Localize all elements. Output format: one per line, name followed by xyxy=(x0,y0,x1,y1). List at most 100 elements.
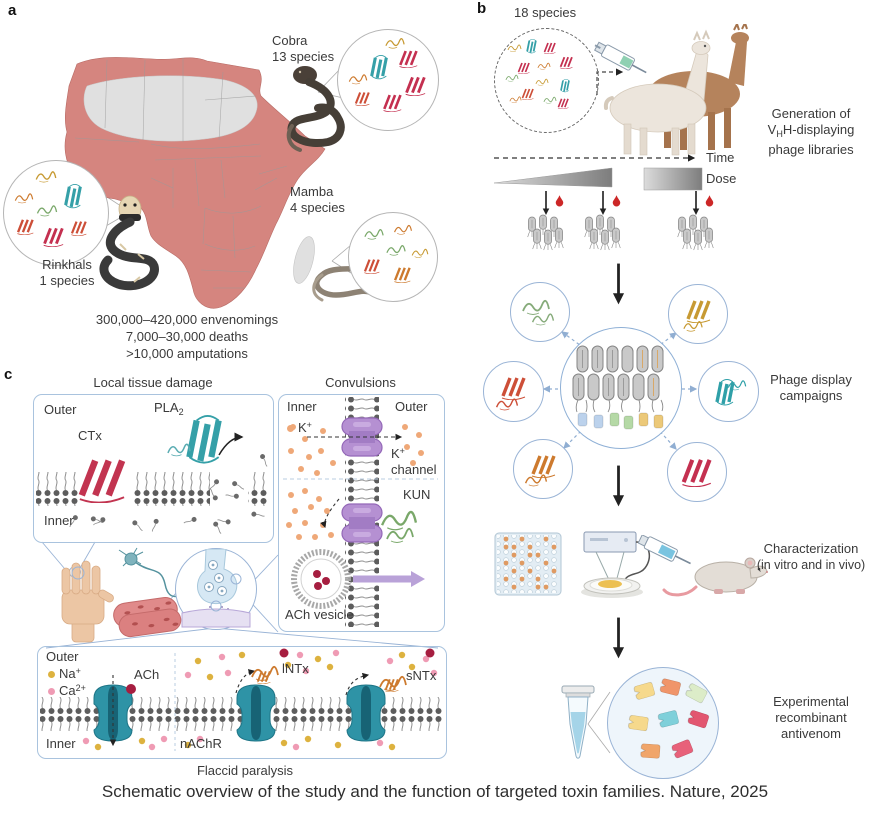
panel-b-label: b xyxy=(477,0,487,17)
nachr-membrane-graphic xyxy=(40,648,442,751)
immunization-timepoints xyxy=(527,191,714,251)
na-dot xyxy=(48,671,55,678)
sntx-label: sNTx xyxy=(406,668,437,683)
immunization-syringe xyxy=(594,41,647,74)
convulsions-title: Convulsions xyxy=(325,375,396,390)
vhh-circle-crimson xyxy=(667,442,727,502)
kun-label: KUN xyxy=(403,487,431,502)
madagascar xyxy=(293,236,315,284)
africa-map xyxy=(64,57,326,309)
box2-inner-label: Inner xyxy=(287,399,317,414)
nachr-label: nAChR xyxy=(180,736,222,751)
rinkhals-label: Rinkhals 1 species xyxy=(39,257,95,288)
venom-mixture-proteins xyxy=(505,38,573,109)
ach-molecules xyxy=(279,648,435,658)
lntx-label: lNTx xyxy=(282,661,309,676)
na-legend: Na+ xyxy=(48,663,81,682)
k-ions-upper xyxy=(288,424,424,476)
vhh-fragments xyxy=(627,677,710,760)
blocked-flux-arrow xyxy=(320,498,340,529)
box1-inner-label: Inner xyxy=(44,513,74,528)
dose-gradients xyxy=(494,167,703,191)
kun-protein xyxy=(380,510,418,531)
hand-illustration xyxy=(61,560,114,643)
panel-c-label: c xyxy=(4,366,13,383)
box1-outer-label: Outer xyxy=(44,402,77,417)
neuron-illustration xyxy=(118,547,180,598)
cobra-snake xyxy=(286,66,345,152)
antivenom-circle xyxy=(607,667,719,779)
ctx-label: CTx xyxy=(78,428,102,443)
llamas-illustration xyxy=(603,24,749,156)
convulsions-box: Inner Outer K+ K+ channel KUN ACh vesicle xyxy=(278,394,445,632)
box2-outer-label: Outer xyxy=(395,399,428,414)
muscle-illustration xyxy=(113,597,182,638)
envenoming-stats: 300,000–420,000 envenomings 7,000–30,000… xyxy=(95,312,279,361)
vhh-circle-red xyxy=(483,361,544,422)
vhh-circle-gold xyxy=(668,284,728,344)
ca-ions xyxy=(82,649,438,751)
ach-vesicle-label: ACh vesicle xyxy=(285,607,354,622)
panel-a-label: a xyxy=(8,2,17,19)
mamba-toxin-circle xyxy=(348,212,438,302)
cobra-label: Cobra 13 species xyxy=(272,33,335,64)
flaccid-paralysis-label: Flaccid paralysis xyxy=(196,763,294,778)
flow-arrow-2 xyxy=(612,464,625,508)
cobra-toxin-circle xyxy=(337,29,439,131)
k-ion-legend: K+ xyxy=(287,417,312,436)
ctx-protein xyxy=(80,461,124,503)
ca-legend: Ca2+ xyxy=(48,680,86,699)
country-borders xyxy=(74,58,288,289)
pla2-protein xyxy=(189,416,218,463)
synapse-graphic xyxy=(181,548,251,628)
well-plate xyxy=(494,532,562,596)
step1-label: Generation of VHH-displaying phage libra… xyxy=(767,106,855,157)
vhh-circle-orange xyxy=(513,439,573,499)
cobra-toxin-proteins xyxy=(348,38,426,112)
rinkhals-toxin-circle xyxy=(3,160,109,266)
flow-arrow-1 xyxy=(612,262,625,306)
flow-arrow-3 xyxy=(612,616,625,660)
mamba-label: Mamba 4 species xyxy=(290,184,345,215)
k-channel-label: K+ channel xyxy=(391,446,437,477)
k-channel-graphic xyxy=(283,397,438,627)
nachr-receptor-2 xyxy=(236,684,276,742)
time-label: Time xyxy=(706,150,735,165)
box3-inner-label: Inner xyxy=(46,736,76,751)
timepoint-3 xyxy=(677,191,714,251)
pla2-label: PLA2 xyxy=(154,400,184,417)
phage-hub-circle xyxy=(560,327,682,449)
local-tissue-damage-box: Outer CTx PLA2 Inner xyxy=(33,394,274,543)
antivenom-tube xyxy=(561,685,595,759)
nachr-receptor-3 xyxy=(346,684,386,742)
na-ions xyxy=(94,651,416,751)
membrane-damage-graphic xyxy=(36,395,270,536)
species-count-label: 18 species xyxy=(514,5,577,20)
synapse-circle xyxy=(175,548,257,630)
mouse-injection xyxy=(638,535,768,597)
k-ions-lower xyxy=(286,488,334,540)
figure-caption: Schematic overview of the study and the … xyxy=(101,782,769,801)
vhh-circle-green xyxy=(510,282,570,342)
mamba-toxin-proteins xyxy=(363,224,429,283)
electrophysiology-rig xyxy=(581,531,651,598)
k-ion-dot xyxy=(287,425,294,432)
step4-label: Experimental recombinant antivenom xyxy=(773,694,849,741)
white-llama xyxy=(603,29,711,156)
step2-label: Phage display campaigns xyxy=(770,372,852,403)
vhh-circle-teal xyxy=(698,361,759,422)
dose-label: Dose xyxy=(706,171,737,186)
rinkhals-snake xyxy=(99,195,159,291)
lipid-extraction-arrow xyxy=(218,432,244,456)
phage-hub-particles xyxy=(572,345,664,430)
local-tissue-damage-title: Local tissue damage xyxy=(93,375,213,390)
venom-mixture-circle xyxy=(494,28,599,133)
flaccid-paralysis-box: Outer Na+ Ca2+ ACh lNTx sNTx nAChR Inner xyxy=(37,646,447,759)
timepoint-1 xyxy=(527,191,564,251)
sahara-region xyxy=(83,75,258,142)
ca-dot xyxy=(48,688,55,695)
step3-label: Characterization (in vitro and in vivo) xyxy=(756,541,866,572)
box3-outer-label: Outer xyxy=(46,649,79,664)
bound-ach xyxy=(126,684,136,694)
